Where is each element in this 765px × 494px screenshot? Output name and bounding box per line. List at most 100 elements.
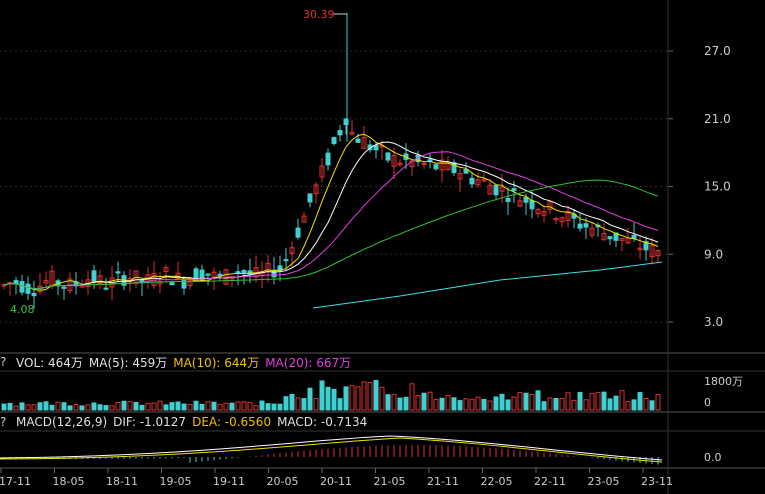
- time-label: 19-11: [213, 475, 245, 488]
- volume-bar: [97, 404, 103, 411]
- volume-bar: [259, 400, 265, 411]
- volume-bar: [61, 402, 67, 411]
- vol-legend-item: VOL: 464万: [16, 355, 83, 370]
- volume-bar: [649, 400, 655, 411]
- candle-body: [547, 201, 553, 210]
- time-label: 19-05: [160, 475, 192, 488]
- macd-legend-item: MACD(12,26,9): [16, 415, 108, 429]
- volume-bar: [343, 386, 349, 411]
- peak-price-label: 30.39: [303, 8, 335, 21]
- volume-bar: [619, 390, 625, 411]
- volume-bar: [151, 402, 157, 411]
- candle-body: [475, 179, 481, 186]
- volume-bar: [43, 401, 49, 411]
- volume-bar: [157, 400, 163, 411]
- volume-bar: [49, 404, 55, 411]
- volume-bar: [433, 399, 439, 411]
- candle-body: [343, 118, 349, 126]
- volume-bars: 1800万 0: [1, 375, 743, 411]
- volume-bar: [511, 396, 517, 411]
- volume-bar: [403, 396, 409, 411]
- candle-body: [553, 218, 559, 221]
- volume-bar: [187, 403, 193, 411]
- volume-bar: [379, 386, 385, 411]
- volume-bar: [121, 400, 127, 411]
- volume-bar: [571, 399, 577, 411]
- volume-bar: [535, 390, 541, 411]
- volume-bar: [613, 395, 619, 411]
- candle-body: [19, 281, 25, 293]
- volume-bar: [307, 387, 313, 411]
- volume-bar: [493, 396, 499, 411]
- candle-body: [373, 145, 379, 151]
- volume-bar: [79, 405, 85, 411]
- candle-body: [325, 152, 331, 166]
- candle-body: [439, 159, 445, 171]
- volume-bar: [265, 403, 271, 411]
- volume-bar: [397, 397, 403, 411]
- macd-legend-item: DEA: -0.6560: [192, 415, 272, 429]
- volume-bar: [337, 398, 343, 411]
- volume-bar: [541, 401, 547, 411]
- volume-bar: [169, 402, 175, 411]
- candle-body: [589, 227, 595, 236]
- volume-bar: [361, 381, 367, 411]
- candle-body: [583, 223, 589, 228]
- candle-body: [463, 169, 469, 174]
- volume-bar: [373, 379, 379, 411]
- volume-bar: [601, 391, 607, 411]
- candle-body: [61, 286, 67, 289]
- candle-body: [247, 270, 253, 275]
- volume-bar: [277, 403, 283, 411]
- volume-bar: [283, 396, 289, 411]
- candle-body: [349, 131, 355, 135]
- candle-body: [355, 138, 361, 143]
- volume-bar: [577, 391, 583, 411]
- time-label: 17-11: [0, 475, 31, 488]
- candle-body: [385, 152, 391, 161]
- candle-body: [559, 217, 565, 223]
- vol-legend-item: MA(5): 459万: [88, 355, 168, 370]
- candle-body: [607, 236, 613, 240]
- candle-body: [115, 271, 121, 274]
- volume-bar: [349, 385, 355, 411]
- candle-body: [193, 268, 199, 282]
- volume-bar: [37, 402, 43, 411]
- candle-body: [505, 197, 511, 202]
- volume-indicator-bar: ? VOL: 464万 MA(5): 459万 MA(10): 644万 MA(20)…: [0, 353, 765, 371]
- volume-bar: [67, 405, 73, 411]
- candle-body: [391, 154, 397, 167]
- volume-bar: [481, 398, 487, 411]
- help-icon[interactable]: ?: [0, 355, 7, 369]
- volume-bar: [385, 394, 391, 411]
- candle-body: [97, 275, 103, 284]
- volume-bar: [175, 401, 181, 411]
- time-label: 21-11: [427, 475, 459, 488]
- volume-bar: [427, 391, 433, 411]
- macd-legend: MACD(12,26,9) DIF: -1.0127 DEA: -0.6560 MAC…: [16, 415, 373, 429]
- volume-bar: [487, 400, 493, 411]
- time-label: 21-05: [374, 475, 406, 488]
- volume-bar: [565, 392, 571, 411]
- volume-tick-label: 0: [704, 396, 711, 409]
- candle-body: [337, 130, 343, 136]
- volume-bar: [445, 394, 451, 411]
- volume-bar: [31, 404, 37, 411]
- volume-bar: [355, 386, 361, 411]
- candle-body: [91, 270, 97, 283]
- candle-body: [181, 279, 187, 289]
- volume-bar: [583, 399, 589, 411]
- candle-body: [199, 269, 205, 281]
- candle-body: [43, 280, 49, 284]
- volume-bar: [133, 401, 139, 411]
- candle-body: [649, 244, 655, 258]
- price-tick-label: 27.0: [704, 44, 731, 58]
- candle-body: [295, 227, 301, 238]
- volume-bar: [547, 397, 553, 411]
- ma-line: [3, 133, 659, 291]
- volume-bar: [559, 397, 565, 411]
- help-icon[interactable]: ?: [0, 415, 7, 429]
- candle-body: [499, 186, 505, 192]
- candle-body: [205, 273, 211, 276]
